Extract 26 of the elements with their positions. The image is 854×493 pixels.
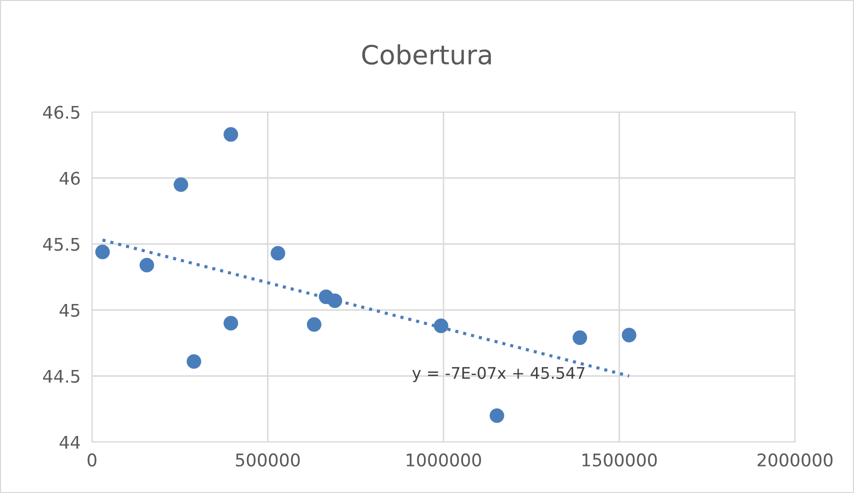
point (434, 318, 448, 334)
point (224, 127, 238, 142)
y-tick-label: 46.5 (43, 106, 80, 119)
point (140, 258, 154, 272)
point (306, 317, 322, 332)
y-tick-label: 45 (60, 304, 80, 317)
point (270, 246, 286, 261)
x-tick-label: 0 (88, 453, 96, 467)
point (186, 354, 202, 369)
point (622, 328, 636, 342)
y-tick-label: 45.5 (43, 238, 80, 251)
y-tick-label: 46 (60, 172, 80, 185)
y-tick-label: 44 (60, 436, 80, 449)
point (490, 408, 504, 423)
x-tick-label: 1500000 (582, 453, 657, 467)
point (95, 244, 110, 260)
point (224, 316, 238, 330)
x-tick-label: 2000000 (758, 453, 833, 467)
annotation: y = -7E-07x + 45.547 (412, 366, 584, 382)
point (328, 293, 342, 308)
point (572, 330, 588, 346)
y-tick-label: 44.5 (43, 370, 80, 383)
x-tick-label: 500000 (236, 453, 300, 467)
x-tick-label: 1000000 (406, 453, 482, 467)
point (174, 177, 188, 192)
chart-title: Cobertura (362, 44, 491, 65)
